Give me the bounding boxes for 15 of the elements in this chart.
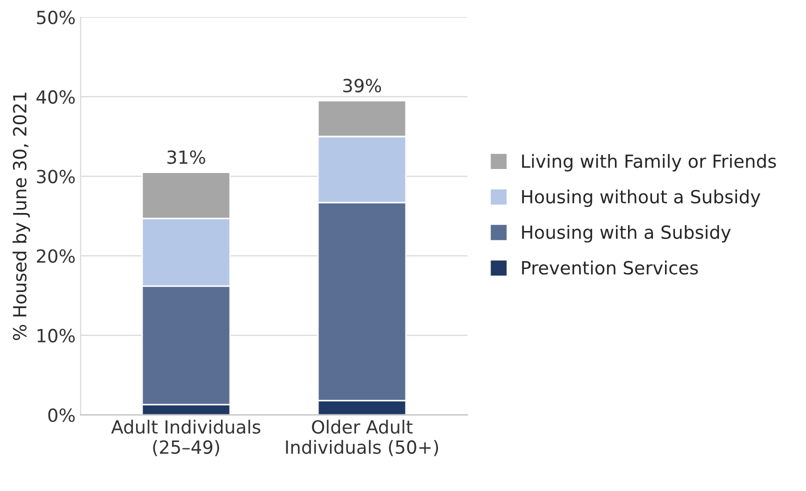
total-label: 39% — [343, 78, 382, 92]
y-axis-title: % Housed by June 30, 2021 — [12, 92, 30, 340]
y-tick-label: 40% — [36, 90, 75, 104]
legend-label: Living with Family or Friends — [522, 154, 776, 172]
y-tick-label: 10% — [38, 328, 75, 342]
legend-label: Housing with a Subsidy — [522, 225, 731, 243]
y-tick-label: 50% — [37, 10, 75, 24]
y-tick-label: 30% — [36, 170, 75, 184]
x-tick-label: Older Adult Individuals (50+) — [286, 420, 438, 456]
legend-label: Housing without a Subsidy — [522, 190, 760, 208]
y-tick-label: 0% — [48, 408, 75, 422]
legend-label: Prevention Services — [522, 260, 698, 275]
y-tick-label: 20% — [36, 249, 75, 263]
total-label: 31% — [167, 150, 206, 164]
x-tick-label: Adult Individuals (25–49) — [111, 420, 260, 456]
